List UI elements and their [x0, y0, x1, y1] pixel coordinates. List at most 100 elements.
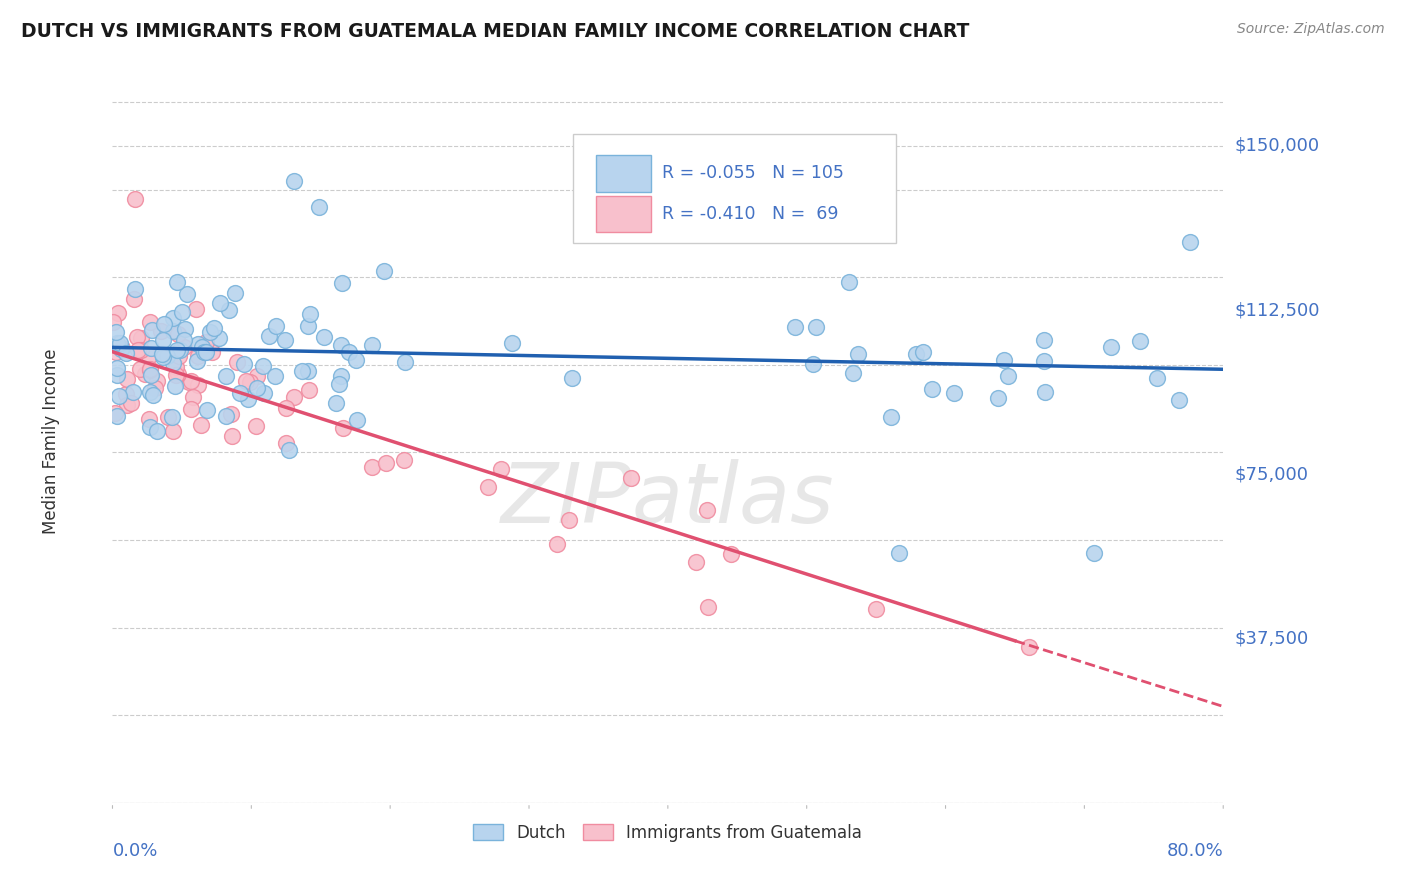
Point [235, 374, 257, 388]
Point [720, 547, 742, 561]
Point [842, 366, 865, 380]
Point [246, 368, 269, 383]
Point [134, 368, 156, 382]
Point [1099, 340, 1122, 354]
Text: 80.0%: 80.0% [1167, 842, 1223, 860]
Point [696, 600, 718, 615]
Point [195, 345, 218, 359]
Point [838, 275, 860, 289]
Point [846, 347, 869, 361]
Point [166, 343, 188, 357]
Text: $37,500: $37,500 [1234, 630, 1309, 648]
Point [110, 343, 132, 357]
Point [139, 362, 162, 376]
Text: 0.0%: 0.0% [112, 842, 157, 860]
Text: R = -0.055   N = 105: R = -0.055 N = 105 [662, 164, 844, 183]
Point [105, 360, 128, 375]
Point [173, 340, 195, 354]
Point [162, 310, 184, 325]
Point [264, 368, 287, 383]
Point [330, 369, 353, 384]
Point [138, 349, 160, 363]
Point [252, 359, 274, 373]
Point [165, 359, 187, 374]
Point [202, 321, 225, 335]
Point [229, 386, 252, 401]
FancyBboxPatch shape [596, 196, 651, 232]
Text: R = -0.410   N =  69: R = -0.410 N = 69 [662, 205, 839, 223]
Point [373, 264, 395, 278]
Point [308, 200, 330, 214]
Point [115, 387, 138, 401]
Point [194, 334, 217, 349]
Point [173, 334, 195, 348]
Point [921, 382, 943, 396]
Point [491, 462, 513, 476]
Point [1032, 334, 1054, 348]
Text: Median Family Income: Median Family Income [42, 349, 60, 534]
Point [942, 385, 965, 400]
Point [546, 536, 568, 550]
Point [131, 343, 153, 357]
FancyBboxPatch shape [596, 155, 651, 192]
Point [620, 471, 643, 485]
Point [329, 338, 352, 352]
Point [297, 364, 319, 378]
Point [122, 385, 145, 400]
Text: Source: ZipAtlas.com: Source: ZipAtlas.com [1237, 22, 1385, 37]
Point [332, 421, 354, 435]
Point [218, 302, 240, 317]
Point [139, 361, 162, 376]
Point [150, 324, 173, 338]
Point [143, 381, 166, 395]
Point [1178, 235, 1201, 250]
Point [187, 349, 209, 363]
Point [274, 334, 297, 348]
Point [276, 401, 298, 415]
Point [120, 395, 142, 409]
Point [291, 364, 314, 378]
Point [142, 388, 165, 402]
Point [127, 343, 149, 358]
Point [477, 480, 499, 494]
Point [198, 325, 221, 339]
Point [177, 375, 200, 389]
Point [880, 409, 903, 424]
Point [165, 379, 187, 393]
Point [274, 436, 297, 450]
Point [394, 355, 416, 369]
Point [283, 174, 305, 188]
Point [180, 401, 202, 416]
Point [160, 409, 183, 424]
Point [685, 556, 707, 570]
Point [1146, 370, 1168, 384]
Point [346, 413, 368, 427]
Point [987, 391, 1010, 405]
Point [297, 318, 319, 333]
Point [1129, 334, 1152, 348]
Point [332, 276, 354, 290]
Point [111, 341, 134, 355]
Point [107, 306, 129, 320]
Point [165, 368, 187, 383]
Point [152, 317, 174, 331]
Point [221, 429, 243, 443]
Point [128, 362, 150, 376]
Point [176, 286, 198, 301]
Point [328, 376, 350, 391]
Point [225, 355, 247, 369]
Point [105, 336, 128, 351]
Point [208, 296, 231, 310]
Point [138, 412, 160, 426]
Point [115, 372, 138, 386]
Text: $112,500: $112,500 [1234, 301, 1320, 319]
Text: $150,000: $150,000 [1234, 137, 1319, 155]
Point [104, 325, 127, 339]
Point [180, 374, 202, 388]
Point [190, 418, 212, 433]
Point [122, 292, 145, 306]
Point [201, 344, 224, 359]
Point [125, 330, 148, 344]
Point [101, 315, 124, 329]
Point [107, 389, 129, 403]
